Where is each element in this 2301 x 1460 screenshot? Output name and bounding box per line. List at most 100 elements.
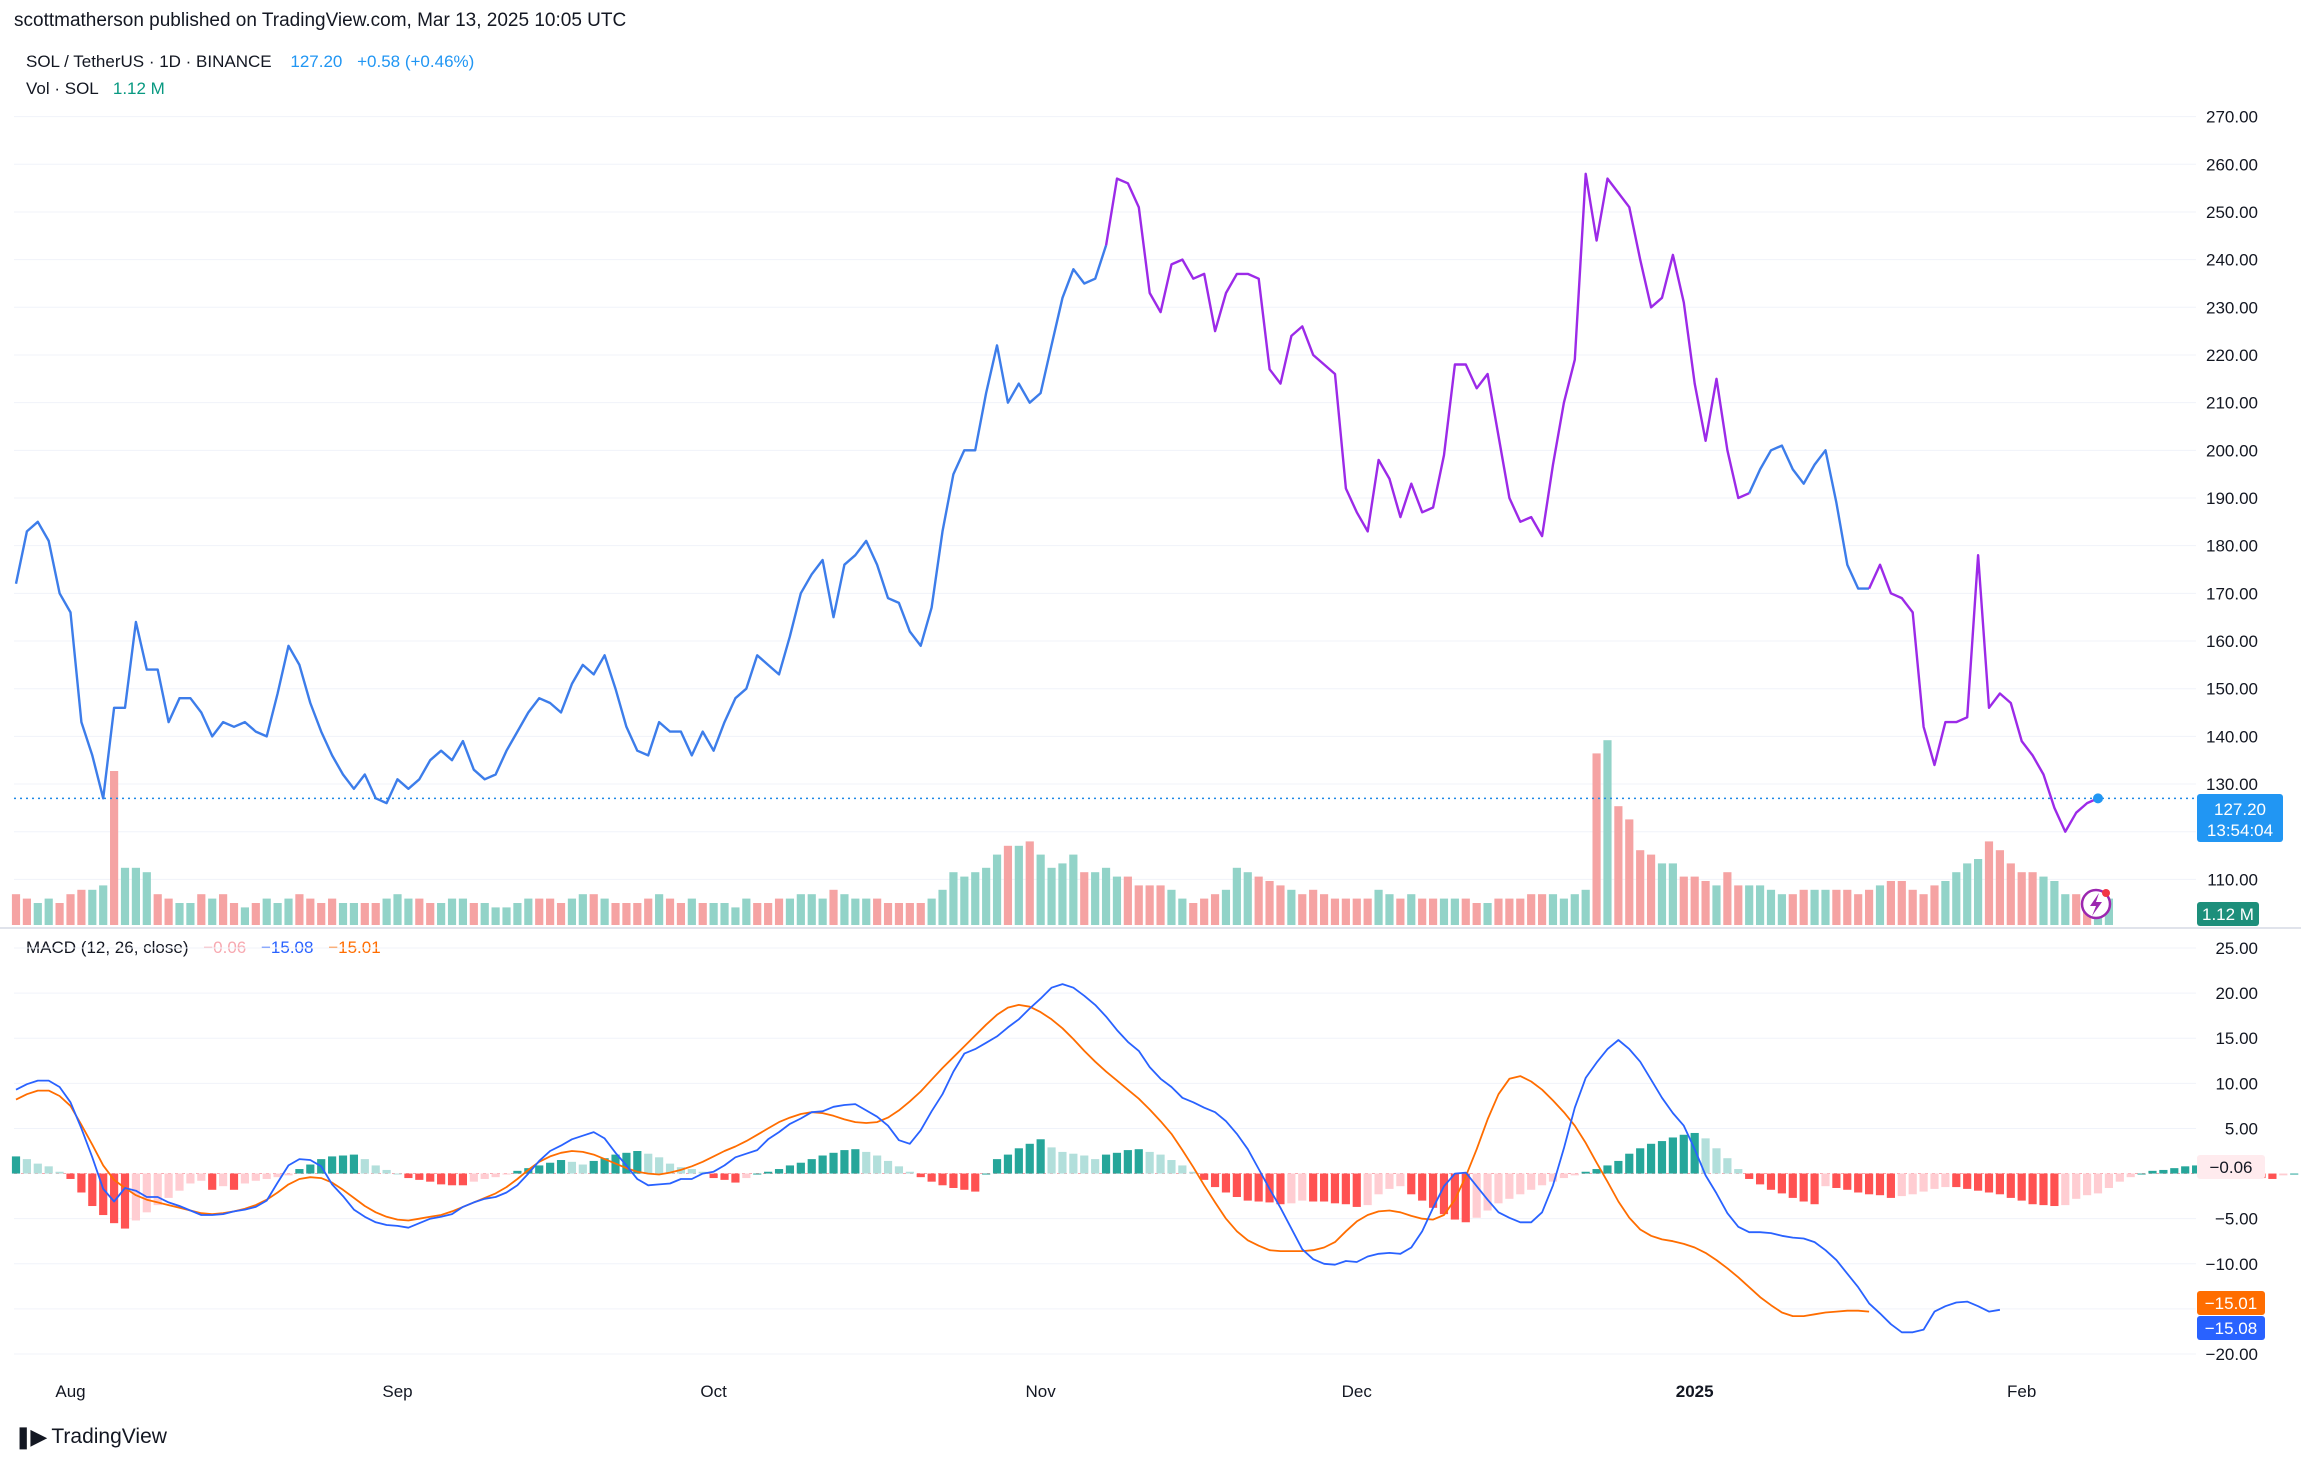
volume-bar [1734,885,1743,925]
macd-label[interactable]: MACD (12, 26, close) [26,938,189,957]
macd-histogram-bar [1592,1169,1601,1174]
volume-bar [1091,872,1100,925]
macd-histogram-bar [469,1173,478,1182]
macd-histogram-bar [1145,1151,1154,1174]
macd-histogram-bar [1886,1173,1895,1198]
macd-histogram-bar [1668,1137,1677,1174]
lightning-icon[interactable] [2080,888,2112,920]
macd-line-value: −15.08 [260,938,314,957]
volume-bar [99,885,108,925]
volume-bar [633,903,642,925]
volume-value: 1.12 M [112,79,165,98]
macd-histogram-bar [1908,1173,1917,1195]
macd-histogram-bar [938,1173,947,1186]
macd-histogram-bar [1941,1173,1950,1188]
volume-bar [862,898,871,925]
macd-histogram-bar [1766,1173,1776,1190]
macd-histogram-bar [2290,1173,2299,1175]
volume-bar [1101,867,1111,925]
volume-bar [1581,889,1590,925]
macd-tick-label: 10.00 [2215,1074,2258,1093]
macd-histogram-bar [774,1169,784,1174]
volume-bar [1145,885,1154,925]
macd-histogram [11,1132,2299,1229]
price-change: +0.58 (+0.46%) [357,52,475,71]
macd-histogram-bar [1832,1173,1841,1188]
volume-bar [742,898,751,925]
volume-bar [1603,740,1612,925]
volume-badge-value: 1.12 M [2202,905,2254,924]
macd-histogram-bar [873,1155,882,1174]
macd-histogram-bar [1755,1173,1765,1185]
macd-histogram-bar [764,1171,773,1174]
macd-histogram-bar [1984,1173,1994,1193]
macd-histogram-bar [491,1173,500,1178]
time-axis[interactable]: AugSepOctNovDec2025FebMar [55,1382,2301,1401]
volume-bar [273,903,282,925]
volume-bar [1341,898,1350,925]
tradingview-mark-icon: ❚▶ [14,1424,47,1449]
volume-bar [840,894,849,925]
macd-histogram-bar [208,1173,217,1190]
macd-histogram-bar [2181,1166,2190,1174]
macd-histogram-bar [2006,1173,2015,1198]
volume-bar [317,903,326,925]
volume-bar [764,903,773,925]
macd-histogram-bar [731,1173,740,1183]
volume-bar [44,898,53,925]
volume-bar [1080,872,1089,925]
volume-bar [1014,845,1023,925]
macd-histogram-bar [1712,1148,1721,1174]
macd-tick-label: −5.00 [2215,1210,2258,1229]
price-axis[interactable]: 270.00 260.00 250.00 240.00 230.00 220.00 210.… [2206,108,2258,890]
macd-histogram-bar [1418,1173,1427,1201]
macd-histogram-bar [1505,1173,1514,1199]
macd-line [15,983,2001,1334]
macd-histogram-bar [622,1152,631,1174]
volume-bar [753,903,762,925]
volume-bar [2006,863,2015,925]
volume-bar [22,898,31,925]
macd-signal-badge: −15.01 [2197,1291,2265,1315]
macd-histogram-bar [1221,1173,1231,1193]
volume-bar [894,903,904,925]
price-badge-countdown: 13:54:04 [2207,821,2273,840]
macd-histogram-bar [535,1165,544,1174]
symbol-label[interactable]: SOL / TetherUS · 1D · BINANCE [26,52,272,71]
macd-histogram-bar [1581,1171,1590,1174]
volume-bar [1156,885,1165,925]
macd-histogram-bar [1047,1147,1056,1174]
macd-histogram-bar [1407,1173,1416,1195]
macd-histogram-bar [1167,1160,1176,1174]
volume-bar [1123,876,1132,925]
volume-bar [600,898,609,925]
macd-histogram-bar [1309,1173,1318,1202]
macd-histogram-bar [295,1169,304,1174]
volume-bar [1679,876,1688,925]
volume-bar [1821,889,1830,925]
volume-bar [1570,894,1579,925]
macd-histogram-bar [393,1173,402,1175]
volume-bar [1461,898,1470,925]
volume-bar [142,872,151,925]
volume-bar [1352,898,1361,925]
volume-bar [120,867,130,925]
volume-bar [1919,894,1928,925]
volume-bar [1559,898,1568,925]
volume-bar [665,898,675,925]
macd-histogram-bar [1821,1173,1830,1187]
volume-label[interactable]: Vol · SOL [26,79,99,98]
volume-bar [1548,894,1558,925]
macd-grid [14,947,2196,1355]
macd-histogram-bar [546,1162,555,1174]
volume-bar [404,898,413,925]
macd-histogram-bar [894,1166,904,1174]
macd-histogram-bar [1974,1173,1983,1191]
tradingview-logo[interactable]: ❚▶ TradingView [14,1424,167,1450]
volume-bar [1287,889,1296,925]
price-tick-label: 180.00 [2206,537,2258,556]
macd-histogram-bar [1810,1173,1819,1205]
macd-histogram-bar [655,1157,664,1174]
volume-bar [1755,885,1765,925]
